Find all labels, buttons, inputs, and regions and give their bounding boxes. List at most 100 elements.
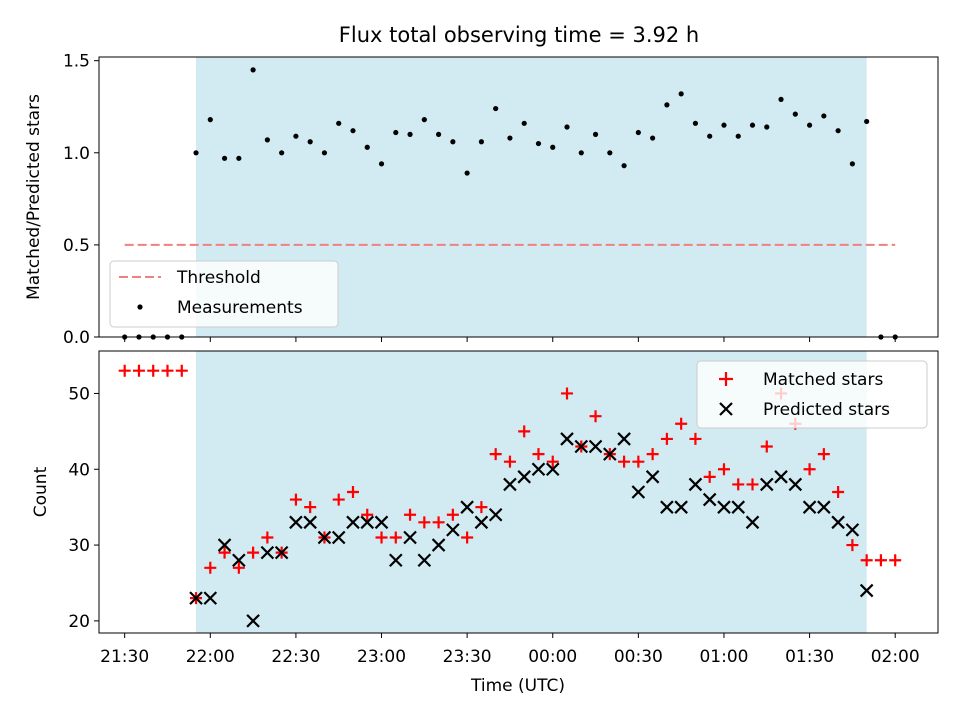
matched-star-point [532, 448, 545, 461]
legend-measurements-label: Measurements [177, 298, 303, 318]
legend-predicted-label: Predicted stars [763, 400, 890, 420]
matched-star-point [218, 546, 231, 559]
top-panel: 0.0 0.5 1.0 1.5 Matched/Predicted stars Thr… [24, 52, 939, 348]
top-y-axis-label: Matched/Predicted stars [24, 94, 44, 300]
measurement-point [521, 120, 527, 126]
x-axis-label: Time (UTC) [470, 676, 565, 696]
predicted-star-point [831, 515, 845, 530]
matched-star-point [846, 539, 859, 552]
measurement-point [607, 150, 613, 156]
matched-star-point [717, 463, 730, 476]
matched-star-point [446, 508, 459, 521]
measurement-point [635, 129, 641, 136]
top-legend: Threshold Measurements [109, 260, 339, 328]
measurement-point [735, 133, 741, 139]
matched-star-point [503, 455, 516, 468]
measurement-point [393, 129, 399, 136]
matched-star-point [289, 493, 302, 506]
predicted-star-point [845, 523, 860, 537]
legend-matched-label: Matched stars [763, 370, 883, 390]
measurement-point [464, 170, 470, 176]
matched-star-point [304, 501, 317, 514]
bottom-legend-frame [696, 360, 928, 429]
predicted-star-point [488, 507, 503, 522]
predicted-star-point [403, 530, 417, 545]
matched-star-point [660, 432, 673, 445]
predicted-star-point [545, 462, 560, 477]
chart-title: Flux total observing time = 3.92 h [339, 23, 699, 47]
measurement-point [507, 135, 513, 141]
matched-star-point [432, 516, 445, 529]
predicted-star-point [317, 530, 332, 545]
matched-star-point [760, 440, 773, 453]
top-legend-frame [109, 260, 339, 328]
matched-star-point [418, 516, 431, 529]
measurement-point [193, 150, 199, 156]
bottom-panel: 20 30 40 50 21:30 22:00 22:30 23:00 23:30 00:00 00… [31, 350, 939, 696]
measurement-point [378, 161, 385, 167]
measurements-series [122, 67, 898, 340]
measurement-point [307, 139, 313, 145]
predicted-star-point [260, 545, 275, 560]
predicted-star-point [517, 470, 531, 484]
measurement-point [336, 120, 342, 126]
measurement-point [578, 150, 584, 156]
legend-predicted-swatch [719, 402, 733, 416]
measurement-point [721, 122, 727, 128]
predicted-star-point [274, 545, 289, 560]
matched-star-point [860, 554, 873, 567]
matched-star-point [147, 364, 160, 377]
matched-star-point [389, 531, 402, 544]
x-tick-label: 23:00 [357, 647, 406, 667]
matched-star-point [803, 463, 816, 476]
measurement-point [621, 163, 627, 169]
matched-star-point [475, 501, 488, 514]
predicted-star-point [417, 553, 432, 568]
predicted-star-point [217, 538, 232, 552]
measurement-point [321, 150, 328, 156]
bottom-y-tick-label: 20 [68, 612, 90, 632]
matched-star-point [261, 531, 274, 544]
matched-star-point [204, 561, 217, 574]
matched-star-point [618, 455, 631, 468]
matched-star-point [346, 486, 359, 498]
predicted-star-point [560, 432, 574, 446]
predicted-star-point [717, 500, 731, 514]
predicted-star-point [688, 477, 703, 492]
predicted-star-point [859, 583, 874, 598]
x-tick-label: 22:30 [271, 647, 320, 667]
matched-star-point [632, 455, 645, 468]
bottom-y-tick-label: 50 [68, 384, 90, 404]
matched-star-point [817, 448, 830, 461]
measurement-point [236, 155, 242, 161]
matched-star-point [889, 554, 902, 567]
matched-stars-series [118, 364, 902, 605]
top-y-tick-label: 1.0 [63, 144, 90, 164]
x-tick-label: 01:30 [785, 647, 834, 667]
matched-star-point [518, 425, 531, 438]
top-y-tick-label: 0.5 [63, 236, 90, 256]
matched-star-point [232, 561, 245, 574]
bottom-axes-frame [98, 350, 939, 634]
legend-matched-swatch [719, 372, 733, 386]
measurement-point [650, 135, 656, 141]
matched-star-point [703, 470, 716, 483]
matched-star-point [361, 508, 374, 521]
measurement-point [407, 131, 413, 137]
predicted-star-point [360, 515, 375, 530]
predicted-star-point [203, 591, 218, 605]
matched-star-point [746, 478, 759, 491]
predicted-star-point [802, 500, 817, 514]
bottom-y-axis-label: Count [31, 466, 51, 517]
top-y-tick-label: 0.0 [63, 328, 90, 348]
matched-star-point [732, 478, 745, 491]
predicted-star-point [817, 500, 831, 514]
predicted-star-point [431, 538, 446, 552]
legend-measurements-swatch [137, 304, 143, 310]
predicted-star-point [702, 492, 717, 507]
measurement-point [849, 161, 855, 167]
x-tick-label: 22:00 [186, 647, 235, 667]
x-tick-label: 02:00 [871, 647, 920, 667]
predicted-star-point [531, 462, 546, 477]
predicted-stars-series [189, 432, 874, 628]
